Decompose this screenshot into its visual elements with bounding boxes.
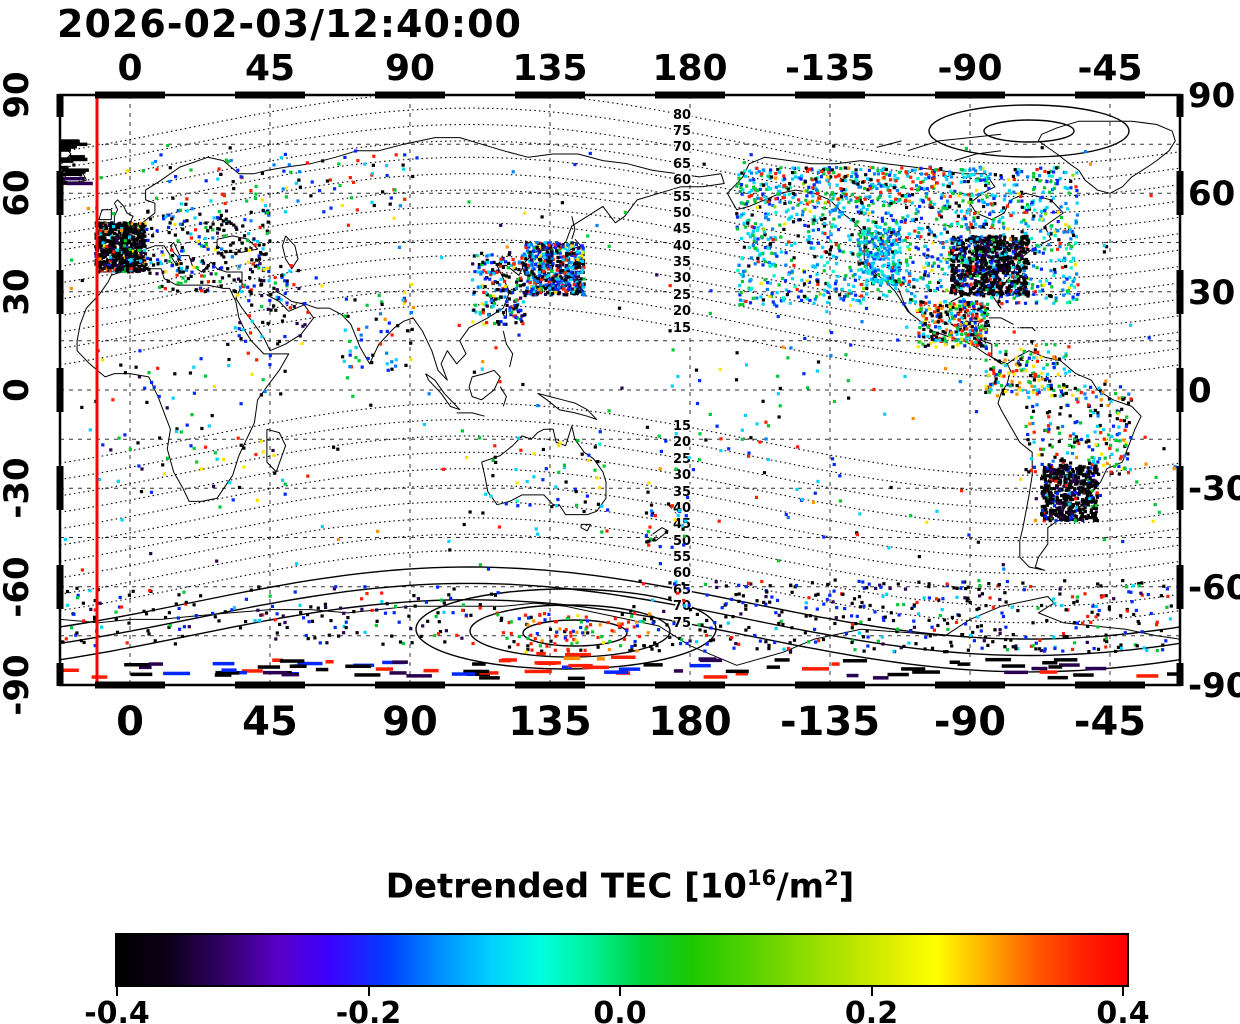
lat-tick-label-left: 30 — [0, 268, 37, 315]
maglat-contours-solid — [60, 104, 1180, 673]
lon-tick-label-top: -135 — [785, 48, 875, 89]
lat-tick-label-right: 30 — [1188, 273, 1235, 313]
lat-tick-label-right: -90 — [1188, 666, 1240, 706]
svg-text:80: 80 — [673, 108, 691, 123]
colorbar-title-units: /m — [776, 866, 825, 907]
svg-text:15: 15 — [673, 419, 691, 434]
svg-text:40: 40 — [673, 501, 691, 516]
colorbar-tick-mark — [870, 987, 873, 996]
lat-tick-label-left: 90 — [0, 71, 37, 118]
lon-tick-label-bottom: -45 — [1074, 699, 1146, 745]
lon-tick-label-bottom: 45 — [242, 699, 298, 745]
svg-text:45: 45 — [673, 222, 691, 237]
tec-scatter-points — [60, 139, 1180, 681]
colorbar-tick-label: 0.0 — [593, 996, 647, 1024]
lon-tick-label-top: 90 — [385, 48, 435, 89]
lon-tick-label-bottom: 180 — [648, 699, 732, 745]
colorbar-title: Detrended TEC [1016/m2] — [0, 866, 1240, 906]
svg-text:15: 15 — [673, 321, 691, 336]
lat-tick-label-left: -90 — [0, 654, 37, 715]
svg-text:40: 40 — [673, 239, 691, 254]
lon-tick-label-bottom: -135 — [780, 699, 880, 745]
svg-text:70: 70 — [673, 140, 691, 155]
svg-text:70: 70 — [673, 599, 691, 614]
svg-text:60: 60 — [673, 173, 691, 188]
lon-tick-label-bottom: 90 — [382, 699, 438, 745]
major-ticks — [56, 91, 1184, 689]
colorbar-tick-mark — [619, 987, 621, 996]
lon-tick-label-top: -90 — [937, 48, 1002, 89]
colorbar-tick-mark — [116, 987, 118, 996]
tec-world-map: 8075706560555045403530252015152025303540… — [0, 48, 1240, 745]
svg-text:30: 30 — [673, 271, 691, 286]
colorbar-tick-mark — [1122, 987, 1124, 996]
contour-labels: 8075706560555045403530252015152025303540… — [671, 106, 693, 633]
graticule-grid — [60, 95, 1180, 685]
maglat-contours-dotted — [60, 96, 1180, 624]
colorbar-gradient — [115, 933, 1129, 987]
lat-tick-label-right: -30 — [1188, 469, 1240, 509]
lon-tick-label-bottom: 135 — [508, 699, 592, 745]
lon-tick-label-top: 45 — [245, 48, 295, 89]
lon-tick-label-top: 135 — [512, 48, 587, 89]
colorbar-tick-label: -0.2 — [335, 996, 402, 1024]
colorbar-title-exponent: 16 — [746, 866, 777, 890]
lat-tick-label-left: 60 — [0, 169, 37, 216]
red-meridian-line — [95, 95, 99, 685]
lat-tick-label-right: 60 — [1188, 174, 1235, 214]
svg-text:65: 65 — [673, 157, 691, 172]
lat-tick-label-left: -30 — [0, 457, 37, 518]
colorbar-tick-label: 0.4 — [1096, 996, 1150, 1024]
lon-tick-label-bottom: 0 — [116, 699, 144, 745]
colorbar-title-text: Detrended TEC [10 — [385, 866, 747, 907]
svg-text:60: 60 — [673, 566, 691, 581]
axis-labels: 0 0 45 45 90 90 135 135 180 180 -135 -135 -90 -90 -45 -… — [0, 48, 1240, 745]
lon-tick-label-top: 180 — [652, 48, 727, 89]
map-interior: 8075706560555045403530252015152025303540… — [60, 95, 1180, 685]
svg-text:20: 20 — [673, 435, 691, 450]
lon-tick-label-top: -45 — [1077, 48, 1142, 89]
svg-text:25: 25 — [673, 288, 691, 303]
lon-tick-label-bottom: -90 — [934, 699, 1006, 745]
svg-text:50: 50 — [673, 206, 691, 221]
svg-text:25: 25 — [673, 452, 691, 467]
colorbar-title-exponent2: 2 — [824, 866, 839, 890]
svg-text:30: 30 — [673, 468, 691, 483]
lat-tick-label-left: 0 — [0, 378, 37, 402]
svg-text:50: 50 — [673, 534, 691, 549]
svg-text:20: 20 — [673, 304, 691, 319]
lat-tick-label-left: -60 — [0, 556, 37, 617]
svg-text:55: 55 — [673, 190, 691, 205]
lon-tick-label-top: 0 — [117, 48, 142, 89]
timestamp-title: 2026-02-03/12:40:00 — [57, 2, 522, 46]
colorbar-title-close: ] — [838, 866, 855, 907]
svg-text:75: 75 — [673, 124, 691, 139]
svg-text:35: 35 — [673, 255, 691, 270]
svg-text:55: 55 — [673, 550, 691, 565]
lat-tick-label-right: 90 — [1188, 76, 1235, 116]
svg-text:75: 75 — [673, 616, 691, 631]
colorbar-tick-label: 0.2 — [844, 996, 899, 1024]
colorbar-tick-mark — [367, 987, 370, 996]
lat-tick-label-right: -60 — [1188, 568, 1240, 608]
lat-tick-label-right: 0 — [1188, 371, 1212, 411]
colorbar-tick-label: -0.4 — [84, 996, 150, 1024]
